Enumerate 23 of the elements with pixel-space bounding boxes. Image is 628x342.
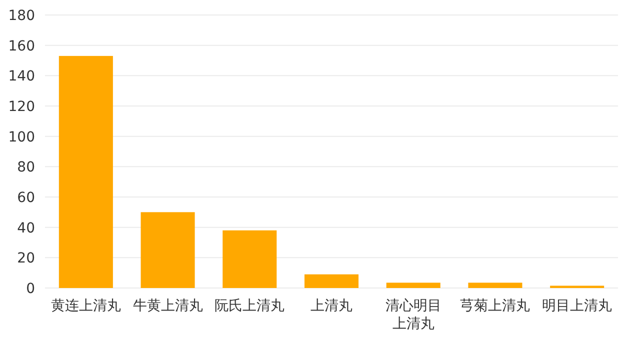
y-tick-label: 60 <box>17 190 35 206</box>
bar <box>222 230 277 288</box>
y-tick-label: 100 <box>8 129 35 146</box>
y-tick-label: 120 <box>8 99 35 115</box>
x-tick-label: 上清丸 <box>310 298 352 314</box>
x-tick-label: 阮氏上清丸 <box>214 298 285 314</box>
x-tick-label: 黄连上清丸 <box>50 298 121 314</box>
bar <box>58 56 113 288</box>
bar <box>304 274 359 288</box>
y-tick-label: 180 <box>8 8 35 24</box>
bar <box>468 282 522 288</box>
y-tick-label: 20 <box>17 250 35 267</box>
x-tick-label: 芎菊上清丸 <box>460 298 530 314</box>
x-tick-label: 清心明目上清丸 <box>385 298 442 332</box>
y-tick-label: 40 <box>17 220 35 236</box>
x-tick-label: 明目上清丸 <box>542 298 612 314</box>
y-tick-label: 80 <box>17 160 35 176</box>
y-tick-label: 160 <box>8 38 35 54</box>
y-tick-label: 0 <box>26 281 35 297</box>
y-tick-label: 140 <box>8 68 35 85</box>
x-tick-label: 牛黄上清丸 <box>132 298 203 314</box>
bar <box>386 282 440 288</box>
bar <box>140 212 195 288</box>
